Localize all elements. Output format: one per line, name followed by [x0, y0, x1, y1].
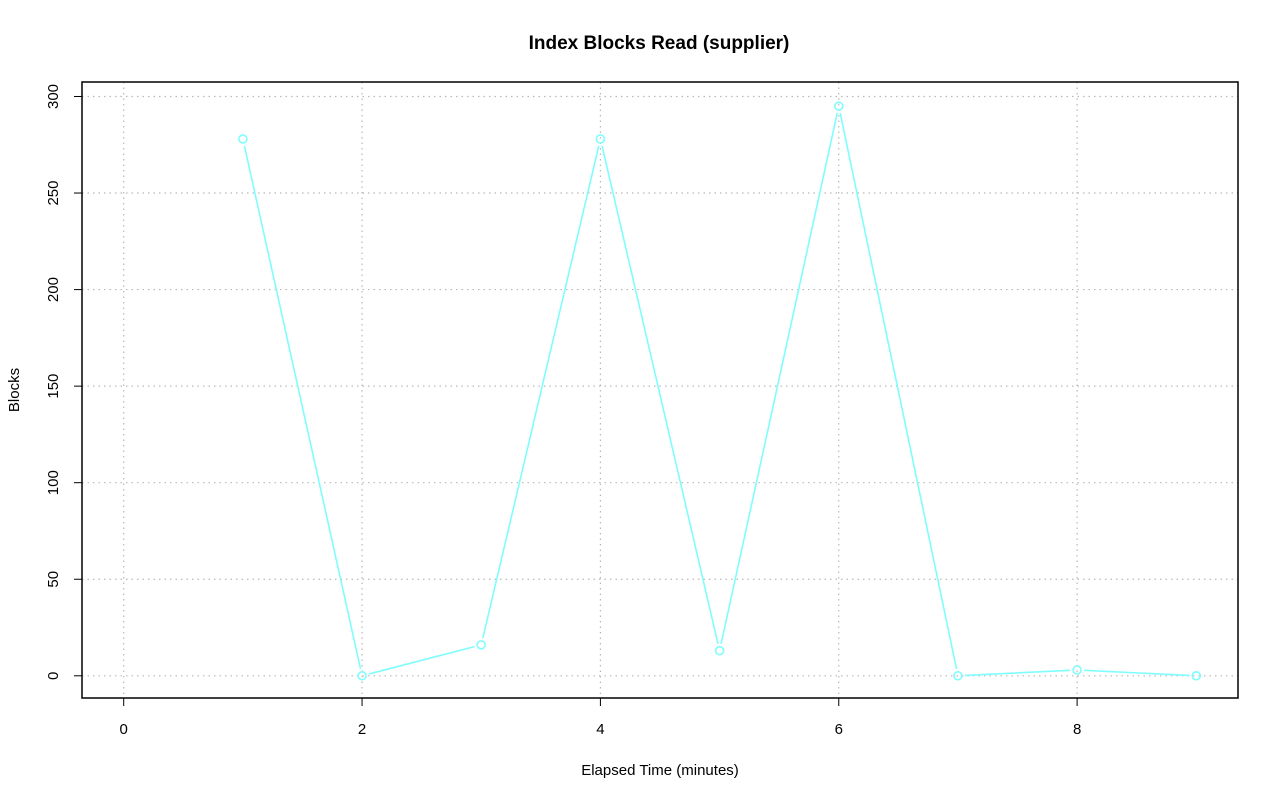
chart-title: Index Blocks Read (supplier) — [529, 33, 790, 54]
series-segment-7 — [1084, 669, 1190, 677]
data-point-7 — [1072, 665, 1082, 675]
series-segment-1 — [368, 645, 475, 675]
data-point-5 — [833, 101, 844, 111]
x-axis-label: Elapsed Time (minutes) — [581, 762, 739, 779]
plot-frame — [81, 81, 1239, 699]
grid — [82, 82, 1238, 698]
x-tick-label-0: 0 — [120, 721, 128, 738]
y-tick-label-2: 100 — [45, 470, 62, 495]
y-tick-label-1: 50 — [45, 571, 62, 588]
y-tick-label-5: 250 — [45, 181, 62, 206]
series-segment-4 — [720, 112, 839, 645]
data-point-1 — [357, 670, 367, 681]
data-point-3 — [595, 134, 606, 144]
x-tick-label-1: 2 — [358, 721, 366, 738]
series-segment-3 — [601, 145, 719, 645]
x-tick-label-4: 8 — [1073, 721, 1081, 738]
series-segment-2 — [482, 145, 600, 639]
data-point-8 — [1191, 670, 1202, 681]
y-tick-label-3: 150 — [45, 374, 62, 399]
x-axis: 0 2 4 6 8 — [120, 697, 1081, 738]
series-segment-0 — [243, 145, 362, 670]
series-segment-5 — [839, 112, 958, 670]
y-axis: 0 50 100 150 200 250 300 — [45, 84, 83, 680]
y-tick-label-4: 200 — [45, 277, 62, 302]
y-tick-label-0: 0 — [45, 672, 62, 680]
y-axis-label: Blocks — [6, 368, 23, 412]
data-point-0 — [238, 134, 248, 144]
data-point-2 — [476, 640, 487, 650]
data-series — [238, 101, 1202, 681]
y-tick-label-6: 300 — [45, 84, 62, 109]
data-point-6 — [953, 670, 963, 681]
data-point-4 — [714, 645, 725, 656]
x-tick-label-3: 6 — [835, 721, 843, 738]
x-tick-label-2: 4 — [596, 721, 604, 738]
series-segment-6 — [964, 669, 1071, 677]
